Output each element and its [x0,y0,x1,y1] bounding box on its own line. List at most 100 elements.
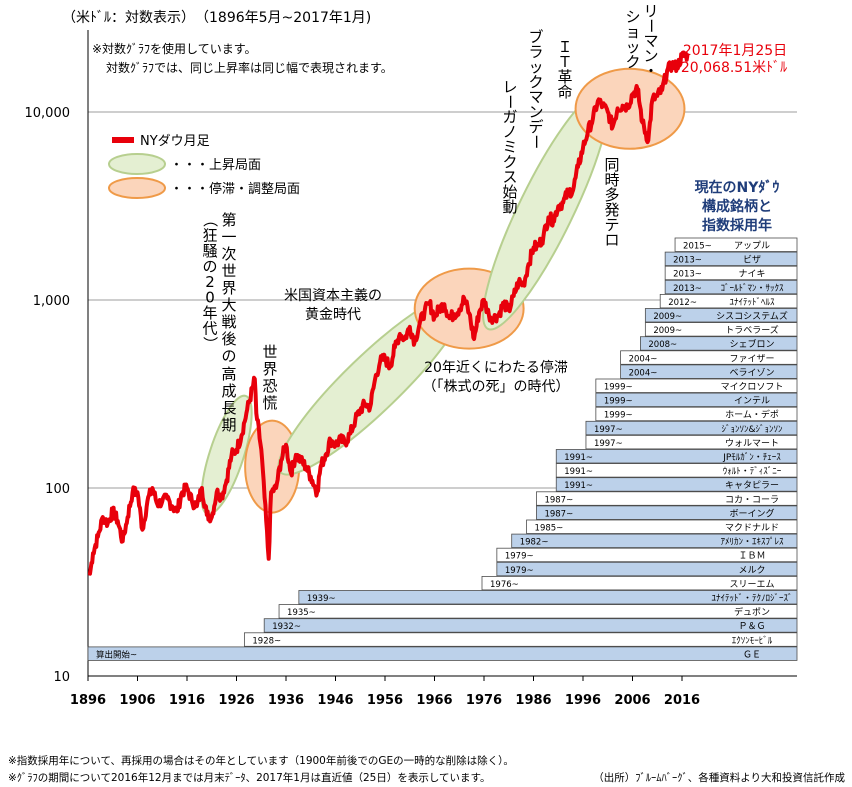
component-name: ホーム・デポ [725,409,779,421]
data-point [513,295,515,297]
data-point [448,317,450,319]
data-point [112,510,114,512]
component-name: ウォルマート [725,438,779,449]
data-point [428,302,430,304]
component-since: 1991~ [564,453,593,463]
x-tick-label: 1906 [119,693,155,708]
component-since: 2015~ [683,242,712,252]
data-point [171,505,173,507]
component-name: JPﾓﾙｶﾞﾝ・ﾁｪｰｽ [722,452,781,463]
data-point [285,443,287,445]
data-point [126,516,128,518]
data-point [254,378,256,380]
data-point [156,503,158,505]
data-point [310,475,312,477]
annotation-lehman-2: ショック [625,8,640,71]
vertical-char: の [221,347,236,365]
annotation-lehman-1: リーマン・ [642,2,660,80]
x-tick-label: 1926 [218,693,254,708]
data-point [493,317,495,319]
component-since: 2013~ [673,270,702,280]
footnote-2: ※ｸﾞﾗﾌの期間について2016年12月までは月末ﾃﾞｰﾀ、2017年1月は直近… [8,771,490,784]
component-name: デュポン [734,606,770,618]
component-since: 1991~ [564,467,593,477]
last-value-date: 2017年1月25日 [683,43,787,59]
data-point [468,312,470,314]
legend-stall-swatch [109,178,165,198]
component-since: 2009~ [653,312,682,322]
vertical-char: 大 [221,296,236,314]
data-point [404,338,406,340]
components-title: 指数採用年 [702,217,772,234]
chart-header: （米ﾄﾞﾙ：対数表示） （1896年5月~2017年1月) [62,10,371,26]
data-point [587,130,589,132]
component-bar [279,605,797,619]
data-point [230,454,232,456]
data-point [532,246,534,248]
component-since: 1976~ [490,580,519,590]
annotation-roaring20s: （狂騒の20年代） [201,212,219,351]
legend-label-series: NYダウ月足 [140,134,210,149]
component-since: 2004~ [629,368,658,378]
component-name: ｱﾒﾘｶﾝ・ｴｷｽﾌﾟﾚｽ [720,537,784,548]
component-name: マクドナルド [725,523,779,534]
component-name: ＧＥ [743,650,761,660]
data-point [201,487,203,489]
data-point [107,522,109,524]
data-point [582,147,584,149]
component-since: 1999~ [604,397,633,407]
data-point [211,516,213,518]
data-point [399,333,401,335]
vertical-char: 次 [221,245,236,263]
data-point [597,100,599,102]
data-point [151,487,153,489]
data-point [240,434,242,436]
data-point [89,573,91,575]
data-point [612,126,614,128]
x-tick-label: 1936 [268,693,304,708]
component-since: 1997~ [594,439,623,449]
data-point [522,283,524,285]
data-point [542,236,544,238]
data-point [389,366,391,368]
data-point [517,281,519,283]
data-point [443,303,445,305]
data-point [527,263,529,265]
component-since: 1939~ [307,594,336,604]
data-point [334,443,336,445]
component-bar [88,647,797,661]
data-point [607,111,609,113]
component-name: ｴｸｿﾝﾓｰﾋﾞﾙ [732,635,773,646]
component-name: トラベラーズ [725,324,779,336]
component-name: スリーエム [729,579,774,590]
vertical-char: ） [201,336,219,351]
data-point [488,314,490,316]
data-point [191,500,193,502]
data-point [433,316,435,318]
component-name: Ｐ＆Ｇ [738,622,765,632]
component-name: ｼﾞｮﾝｿﾝ&ｼﾞｮﾝｿﾝ [721,424,783,435]
component-since: 1987~ [544,509,573,519]
data-point [641,121,643,123]
vertical-char: ・ [643,62,658,80]
component-name: ボーイング [729,507,774,519]
component-since: 2013~ [673,284,702,294]
component-since: 1991~ [564,481,593,491]
data-point [102,516,104,518]
data-point [616,107,618,109]
x-tick-label: 1916 [169,693,205,708]
data-point [676,66,678,68]
data-point [636,88,638,90]
data-point [423,310,425,312]
data-point [369,406,371,408]
annotation-stagnation-1: 20年近くにわたる停滞 [424,359,568,376]
component-name: アップル [734,241,770,252]
data-point [206,514,208,516]
data-point [255,412,257,414]
data-point [131,491,133,493]
x-tick-label: 1956 [367,693,403,708]
data-point [92,552,94,554]
data-point [572,189,574,191]
